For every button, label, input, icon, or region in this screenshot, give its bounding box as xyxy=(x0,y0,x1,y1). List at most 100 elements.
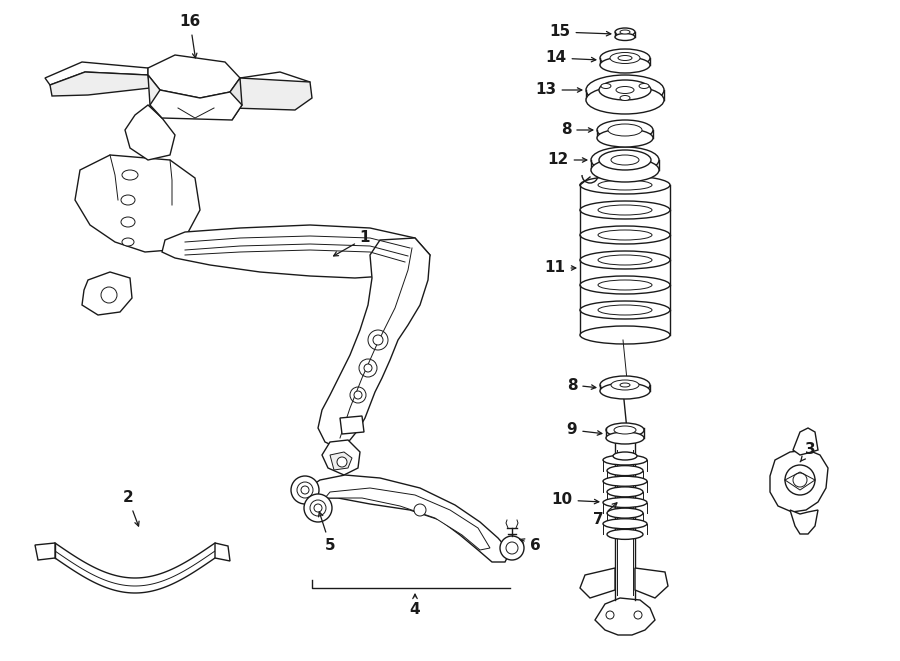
Polygon shape xyxy=(325,488,490,550)
Ellipse shape xyxy=(122,170,138,180)
Polygon shape xyxy=(230,78,312,110)
Polygon shape xyxy=(125,105,175,160)
Circle shape xyxy=(337,457,347,467)
Ellipse shape xyxy=(591,158,659,182)
Circle shape xyxy=(634,611,642,619)
Text: 10: 10 xyxy=(552,492,599,508)
Circle shape xyxy=(314,504,322,512)
Ellipse shape xyxy=(600,376,650,394)
Ellipse shape xyxy=(600,383,650,399)
Polygon shape xyxy=(635,568,668,598)
Text: 3: 3 xyxy=(800,442,815,462)
Polygon shape xyxy=(215,543,230,561)
Ellipse shape xyxy=(607,508,643,518)
Polygon shape xyxy=(330,452,352,470)
Ellipse shape xyxy=(620,383,630,387)
Ellipse shape xyxy=(586,75,664,105)
Polygon shape xyxy=(148,55,240,98)
Polygon shape xyxy=(75,155,200,252)
Ellipse shape xyxy=(599,150,651,170)
Ellipse shape xyxy=(611,380,639,390)
Circle shape xyxy=(301,486,309,494)
Circle shape xyxy=(500,536,524,560)
Ellipse shape xyxy=(121,195,135,205)
Ellipse shape xyxy=(607,487,643,497)
Circle shape xyxy=(506,542,518,554)
Circle shape xyxy=(359,359,377,377)
Ellipse shape xyxy=(599,80,651,100)
Circle shape xyxy=(785,465,815,495)
Polygon shape xyxy=(148,75,162,118)
Text: 12: 12 xyxy=(547,153,587,167)
Polygon shape xyxy=(318,238,430,448)
Polygon shape xyxy=(793,428,818,455)
Ellipse shape xyxy=(580,301,670,319)
Ellipse shape xyxy=(580,201,670,219)
Circle shape xyxy=(364,364,372,372)
Text: 7: 7 xyxy=(593,503,616,527)
Circle shape xyxy=(310,500,326,516)
Text: 4: 4 xyxy=(410,594,420,617)
Polygon shape xyxy=(82,272,132,315)
Ellipse shape xyxy=(603,498,647,508)
Circle shape xyxy=(354,391,362,399)
Ellipse shape xyxy=(639,83,649,89)
Ellipse shape xyxy=(620,30,630,34)
Text: 2: 2 xyxy=(122,490,140,526)
Ellipse shape xyxy=(597,120,653,140)
Ellipse shape xyxy=(580,326,670,344)
Circle shape xyxy=(373,335,383,345)
Polygon shape xyxy=(790,510,818,534)
Polygon shape xyxy=(322,440,360,475)
Circle shape xyxy=(350,387,366,403)
Text: 8: 8 xyxy=(561,122,593,137)
Polygon shape xyxy=(230,78,242,120)
Text: 13: 13 xyxy=(536,83,581,98)
Ellipse shape xyxy=(618,56,632,61)
Polygon shape xyxy=(50,72,150,96)
Text: 16: 16 xyxy=(179,15,201,58)
Ellipse shape xyxy=(580,176,670,194)
Polygon shape xyxy=(595,598,655,635)
Ellipse shape xyxy=(614,426,636,434)
Ellipse shape xyxy=(603,519,647,529)
Ellipse shape xyxy=(615,34,635,40)
Ellipse shape xyxy=(601,83,611,89)
Ellipse shape xyxy=(598,205,652,215)
Text: 1: 1 xyxy=(334,231,370,256)
Ellipse shape xyxy=(620,95,630,100)
Circle shape xyxy=(793,473,807,487)
Ellipse shape xyxy=(606,423,644,437)
Polygon shape xyxy=(302,475,510,562)
Ellipse shape xyxy=(598,280,652,290)
Polygon shape xyxy=(35,543,55,560)
Ellipse shape xyxy=(606,432,644,444)
Circle shape xyxy=(606,611,614,619)
Ellipse shape xyxy=(607,465,643,476)
Circle shape xyxy=(297,482,313,498)
Text: 15: 15 xyxy=(549,24,611,40)
Ellipse shape xyxy=(122,238,134,246)
Ellipse shape xyxy=(603,476,647,486)
Ellipse shape xyxy=(598,255,652,265)
Ellipse shape xyxy=(607,529,643,539)
Circle shape xyxy=(101,287,117,303)
Ellipse shape xyxy=(603,455,647,465)
Ellipse shape xyxy=(598,180,652,190)
Ellipse shape xyxy=(615,28,635,36)
Ellipse shape xyxy=(591,147,659,173)
Text: 11: 11 xyxy=(544,260,576,276)
Ellipse shape xyxy=(580,276,670,294)
Circle shape xyxy=(304,494,332,522)
Polygon shape xyxy=(580,568,615,598)
Ellipse shape xyxy=(616,87,634,93)
Ellipse shape xyxy=(597,129,653,147)
Text: 14: 14 xyxy=(545,50,596,65)
Ellipse shape xyxy=(608,124,642,136)
Polygon shape xyxy=(230,72,310,100)
Text: 8: 8 xyxy=(567,377,596,393)
Text: 6: 6 xyxy=(520,537,540,553)
Ellipse shape xyxy=(613,452,637,460)
Ellipse shape xyxy=(598,230,652,240)
Polygon shape xyxy=(770,450,828,512)
